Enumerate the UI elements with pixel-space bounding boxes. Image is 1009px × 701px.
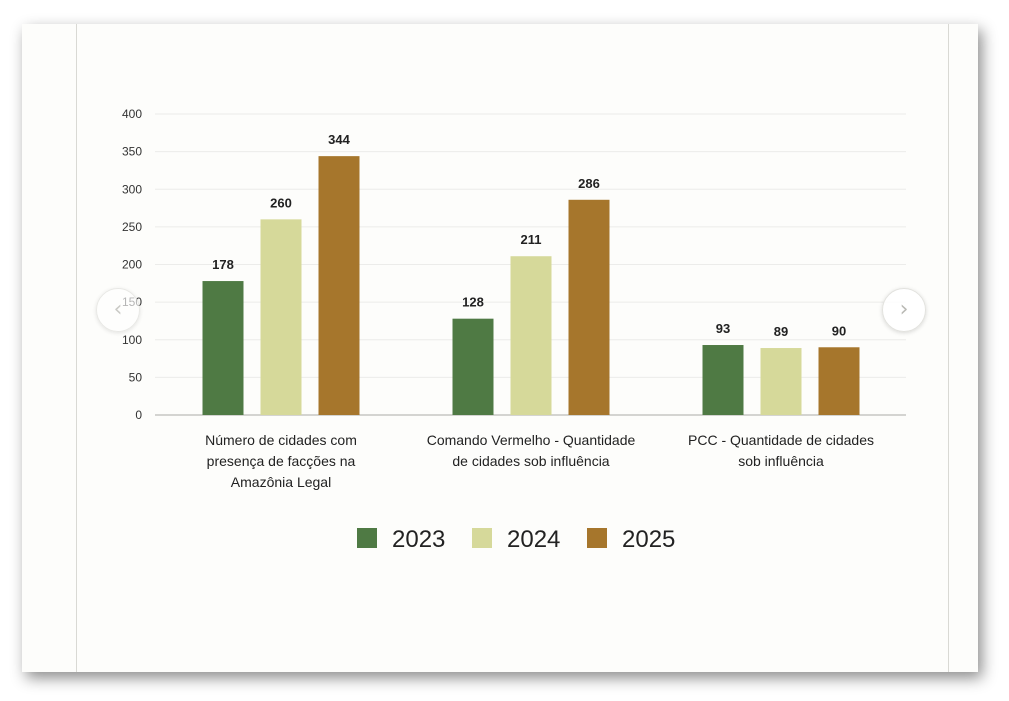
data-label: 178 [212, 257, 234, 272]
chevron-right-icon: › [899, 297, 909, 322]
y-tick-label: 100 [122, 333, 142, 347]
bar-2023-cat3 [702, 345, 744, 415]
bar-2025-cat2 [568, 199, 610, 415]
category-label-line: sob influência [738, 453, 824, 469]
carousel-prev-button[interactable]: ‹ [96, 288, 140, 332]
y-tick-label: 50 [129, 370, 143, 384]
category-label-line: Comando Vermelho - Quantidade [427, 432, 636, 448]
bar-2023-cat2 [452, 318, 494, 415]
chevron-left-icon: ‹ [113, 297, 123, 322]
y-tick-label: 300 [122, 182, 142, 196]
data-label: 93 [716, 321, 730, 336]
data-label: 286 [578, 176, 600, 191]
carousel-next-button[interactable]: › [882, 288, 926, 332]
panel-divider-right [948, 24, 949, 672]
bar-2024-cat1 [260, 219, 302, 415]
data-label: 211 [521, 232, 542, 247]
category-label-line: PCC - Quantidade de cidades [688, 432, 874, 448]
y-tick-label: 250 [122, 220, 142, 234]
data-label: 90 [832, 323, 846, 338]
legend-swatch-2024 [472, 528, 492, 548]
legend-label-2025: 2025 [622, 526, 675, 553]
legend: 2023 2024 2025 [357, 526, 675, 553]
category-label-line: Número de cidades com [205, 432, 357, 448]
legend-label-2023: 2023 [392, 526, 445, 553]
category-label-line: presença de facções na [207, 453, 356, 469]
legend-swatch-2023 [357, 528, 377, 548]
y-tick-label: 400 [122, 107, 142, 121]
category-label-line: de cidades sob influência [452, 453, 609, 469]
legend-swatch-2025 [587, 528, 607, 548]
bar-2025-cat1 [318, 156, 360, 415]
y-tick-label: 350 [122, 145, 142, 159]
bar-2025-cat3 [818, 347, 860, 415]
data-label: 89 [774, 324, 788, 339]
bar-2024-cat3 [760, 348, 802, 415]
data-label: 344 [328, 132, 350, 147]
panel-divider-left [76, 24, 77, 672]
bar-2023-cat1 [202, 281, 244, 415]
bar-2024-cat2 [510, 256, 552, 415]
data-label: 260 [270, 195, 292, 210]
category-label-line: Amazônia Legal [231, 474, 331, 490]
category-labels: Número de cidades com presença de facções… [205, 432, 874, 490]
y-tick-label: 0 [135, 408, 142, 422]
legend-label-2024: 2024 [507, 526, 560, 553]
data-labels: 178 260 344 128 211 286 93 89 90 [212, 132, 846, 339]
y-tick-label: 200 [122, 258, 142, 272]
bars [202, 156, 860, 415]
data-label: 128 [462, 295, 484, 310]
